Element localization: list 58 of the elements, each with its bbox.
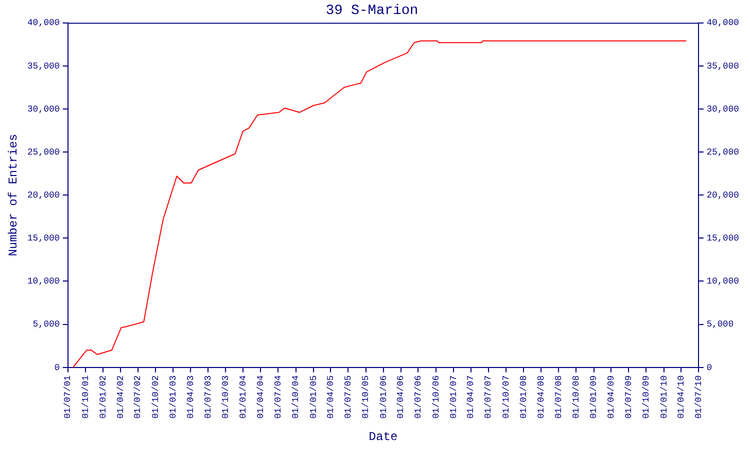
y-tick-label: 5,000 xyxy=(32,320,60,330)
x-tick-label: 01/10/02 xyxy=(150,375,161,419)
x-tick-label: 01/04/08 xyxy=(536,375,546,419)
x-tick-label: 01/01/09 xyxy=(589,375,600,419)
y2-tick-label: 20,000 xyxy=(706,190,739,200)
y-tick-label: 0 xyxy=(54,362,60,373)
x-tick-label: 01/07/01 xyxy=(63,375,74,419)
x-tick-label: 01/04/05 xyxy=(326,375,336,419)
x-tick-label: 01/04/09 xyxy=(606,375,616,419)
x-tick-label: 01/07/09 xyxy=(624,375,634,419)
x-tick-label: 01/07/08 xyxy=(554,375,564,419)
y-tick-label: 10,000 xyxy=(27,276,60,287)
x-tick-label: 01/10/05 xyxy=(361,375,372,419)
x-tick-label: 01/04/06 xyxy=(396,375,406,419)
x-axis-title: Date xyxy=(368,430,398,444)
x-tick-label: 01/01/06 xyxy=(378,375,389,419)
x-tick-label: 01/01/10 xyxy=(659,375,670,419)
x-tick-label: 01/01/02 xyxy=(98,375,109,419)
y-axis-title: Number of Entries xyxy=(6,134,20,256)
x-tick-label: 01/10/06 xyxy=(431,375,442,419)
y2-tick-label: 10,000 xyxy=(706,276,739,287)
x-tick-label: 01/10/09 xyxy=(642,375,652,419)
y-tick-label: 30,000 xyxy=(27,104,60,114)
x-tick-label: 01/10/07 xyxy=(501,375,512,419)
x-tick-label: 01/01/05 xyxy=(308,375,319,419)
x-tick-label: 01/07/04 xyxy=(274,375,284,419)
x-tick-label: 01/10/04 xyxy=(291,375,302,419)
x-tick-label: 01/10/01 xyxy=(80,375,91,419)
y2-tick-label: 0 xyxy=(706,362,712,373)
x-tick-label: 01/07/07 xyxy=(484,375,494,419)
x-tick-label: 01/01/04 xyxy=(238,375,249,419)
x-tick-label: 01/07/06 xyxy=(414,375,424,419)
x-tick-label: 01/04/02 xyxy=(116,375,126,419)
y2-tick-label: 40,000 xyxy=(706,18,739,28)
x-tick-label: 01/01/07 xyxy=(448,375,459,419)
x-tick-label: 01/04/07 xyxy=(466,375,476,419)
x-tick-label: 01/10/08 xyxy=(572,375,582,419)
chart-title: 39 S-Marion xyxy=(326,3,418,20)
x-tick-label: 01/01/03 xyxy=(168,375,179,419)
y2-tick-label: 5,000 xyxy=(706,320,734,330)
x-tick-label: 01/07/10 xyxy=(694,375,704,419)
y2-tick-label: 15,000 xyxy=(706,234,739,244)
x-tick-label: 01/01/08 xyxy=(518,375,529,419)
x-tick-label: 01/04/03 xyxy=(186,375,196,419)
y-tick-label: 25,000 xyxy=(27,147,60,158)
y-tick-label: 40,000 xyxy=(27,18,60,28)
x-tick-label: 01/04/10 xyxy=(676,375,687,419)
y2-tick-label: 30,000 xyxy=(706,104,739,114)
y2-tick-label: 25,000 xyxy=(706,147,739,158)
y-tick-label: 35,000 xyxy=(27,61,60,72)
x-tick-label: 01/07/02 xyxy=(133,375,144,419)
x-tick-label: 01/10/03 xyxy=(220,375,231,419)
y-tick-label: 20,000 xyxy=(27,190,60,200)
x-tick-label: 01/04/04 xyxy=(256,375,266,419)
y-tick-label: 15,000 xyxy=(27,234,60,244)
x-tick-label: 01/07/03 xyxy=(203,375,214,419)
y2-tick-label: 35,000 xyxy=(706,61,739,72)
x-tick-label: 01/07/05 xyxy=(344,375,354,419)
